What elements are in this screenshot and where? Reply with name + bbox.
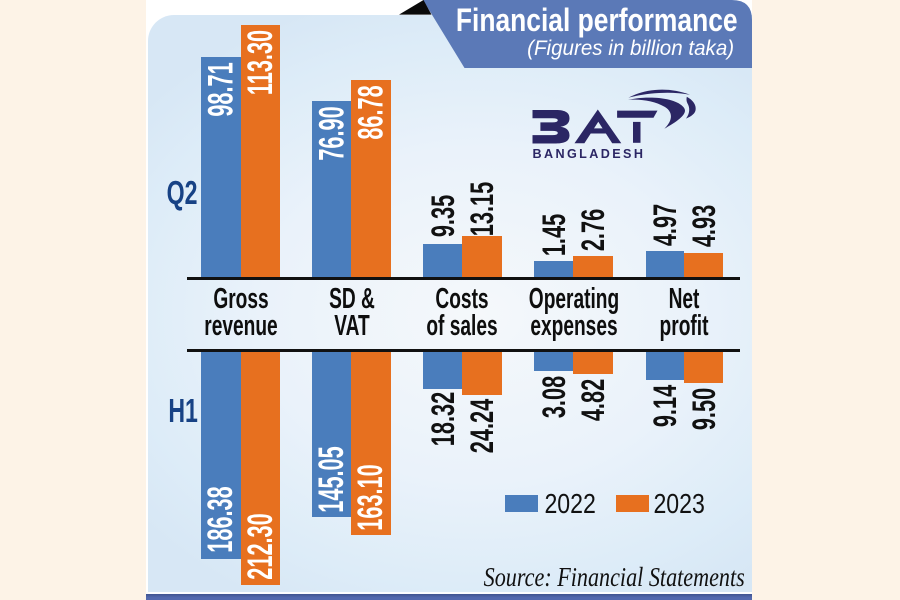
svg-text:BANGLADESH: BANGLADESH — [533, 147, 646, 161]
